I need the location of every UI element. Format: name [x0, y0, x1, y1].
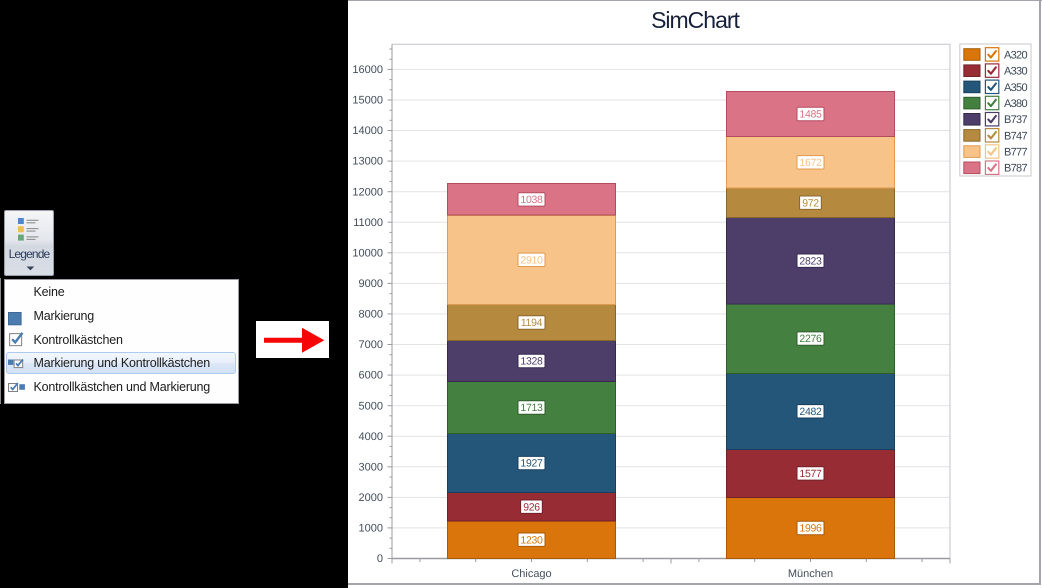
svg-text:926: 926 — [523, 501, 540, 513]
svg-text:12000: 12000 — [352, 186, 383, 198]
svg-text:1672: 1672 — [799, 157, 822, 169]
svg-text:3000: 3000 — [359, 461, 383, 473]
svg-text:2276: 2276 — [799, 333, 822, 345]
svg-text:A350: A350 — [1004, 82, 1027, 94]
svg-text:1328: 1328 — [520, 356, 543, 368]
svg-text:14000: 14000 — [352, 125, 383, 137]
svg-text:1713: 1713 — [520, 402, 543, 414]
svg-text:2482: 2482 — [799, 406, 822, 418]
svg-text:B747: B747 — [1004, 130, 1027, 142]
svg-text:B787: B787 — [1004, 163, 1027, 175]
svg-text:München: München — [788, 568, 833, 580]
svg-text:4000: 4000 — [359, 431, 383, 443]
svg-text:13000: 13000 — [352, 156, 383, 168]
svg-text:0: 0 — [377, 553, 383, 565]
svg-text:6000: 6000 — [359, 370, 383, 382]
svg-text:11000: 11000 — [353, 217, 383, 229]
svg-text:1000: 1000 — [359, 523, 383, 535]
svg-text:B737: B737 — [1004, 114, 1027, 126]
svg-text:2000: 2000 — [359, 492, 383, 504]
svg-text:A330: A330 — [1004, 66, 1027, 78]
svg-text:1996: 1996 — [799, 523, 822, 535]
svg-text:15000: 15000 — [352, 95, 383, 107]
svg-text:B777: B777 — [1004, 147, 1027, 159]
svg-text:972: 972 — [802, 197, 819, 209]
svg-text:1194: 1194 — [521, 317, 543, 329]
svg-text:1577: 1577 — [799, 468, 822, 480]
svg-text:2823: 2823 — [799, 255, 822, 267]
svg-text:1927: 1927 — [520, 458, 543, 470]
svg-text:5000: 5000 — [359, 400, 383, 412]
svg-text:7000: 7000 — [359, 339, 383, 351]
svg-text:Chicago: Chicago — [511, 568, 551, 580]
svg-text:A380: A380 — [1004, 98, 1027, 110]
svg-text:1038: 1038 — [520, 194, 543, 206]
svg-text:10000: 10000 — [352, 247, 383, 259]
svg-text:9000: 9000 — [359, 278, 383, 290]
svg-text:16000: 16000 — [352, 64, 383, 76]
svg-text:8000: 8000 — [359, 309, 383, 321]
svg-text:A320: A320 — [1004, 49, 1027, 61]
svg-text:1230: 1230 — [520, 534, 543, 546]
svg-text:2910: 2910 — [520, 254, 543, 266]
svg-text:1485: 1485 — [799, 109, 822, 121]
